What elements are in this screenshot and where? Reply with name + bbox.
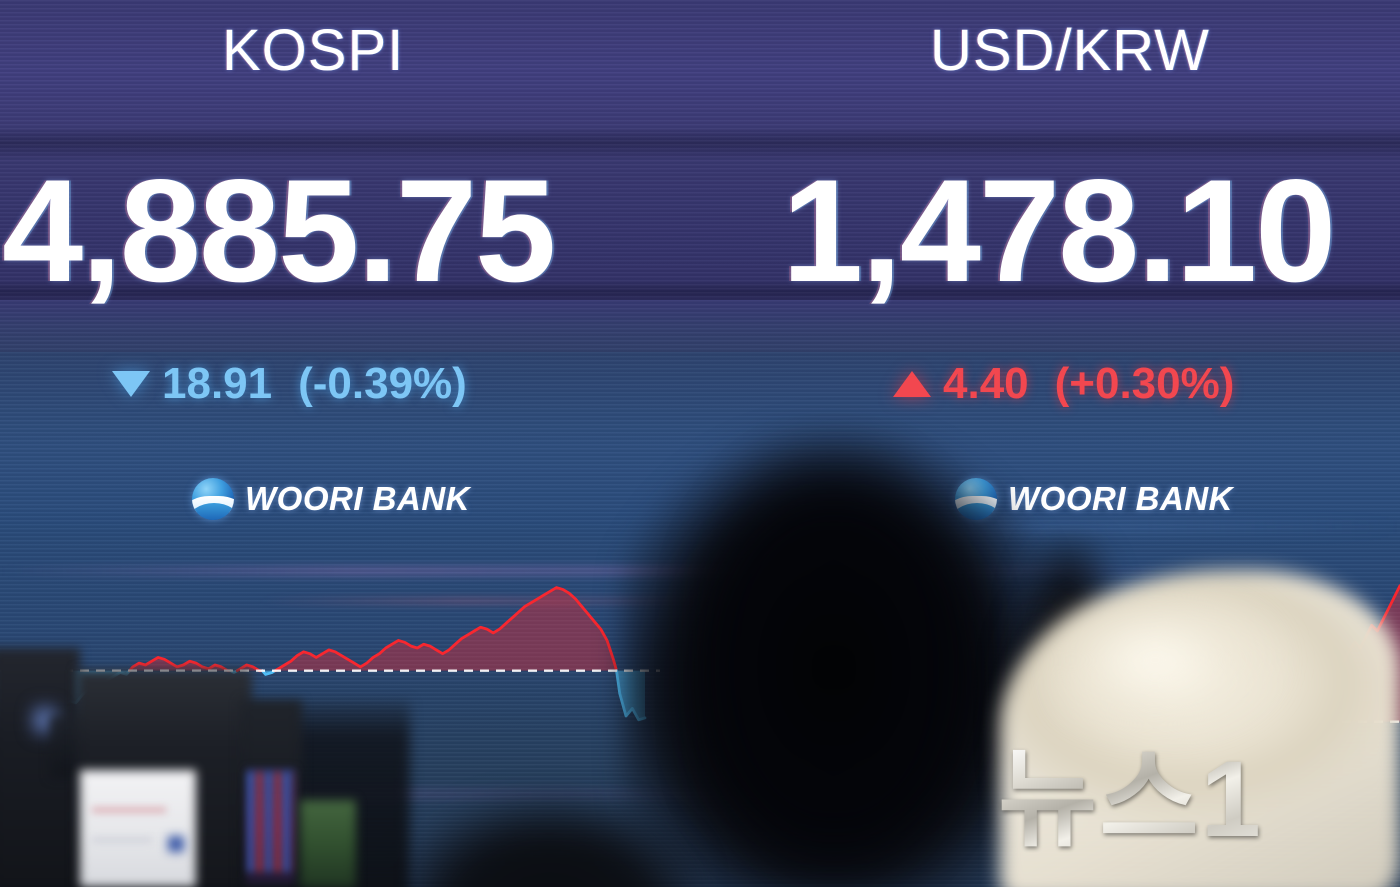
usdkrw-chart-fill-group	[1230, 585, 1400, 728]
desk-monitor-b-marker	[168, 836, 184, 852]
board-background-upper	[0, 0, 1400, 318]
woori-bank-logo-kospi: WOORI BANK	[192, 478, 470, 520]
desk-monitor-b-row-2	[92, 838, 152, 842]
area-above-baseline	[1232, 585, 1400, 722]
desk-monitor-d	[300, 800, 356, 887]
area-above-baseline	[275, 587, 617, 671]
triangle-up-icon	[893, 371, 931, 397]
desk-monitor-b-screen	[80, 770, 196, 887]
desk-monitor-c-bars	[248, 772, 294, 872]
woori-bank-mark-icon	[955, 478, 997, 520]
usdkrw-chart-svg	[1230, 584, 1400, 729]
woori-bank-wordmark: WOORI BANK	[1008, 480, 1233, 517]
kospi-change-row: 18.91 (-0.39%)	[112, 362, 467, 406]
triangle-down-icon	[112, 371, 150, 397]
line-above-baseline	[128, 656, 233, 673]
woori-bank-mark-icon	[192, 478, 234, 520]
usdkrw-title: USD/KRW	[930, 18, 1210, 83]
usdkrw-intraday-chart	[1230, 580, 1400, 750]
line-above-baseline	[273, 586, 618, 673]
kospi-change-amount: 18.91	[162, 359, 273, 408]
usdkrw-value: 1,478.10	[782, 149, 1336, 312]
desk-monitor-b-row-1	[92, 808, 166, 812]
news1-watermark: 뉴스1	[998, 738, 1263, 859]
usdkrw-change-percent: (+0.30%)	[1054, 359, 1235, 408]
kospi-title: KOSPI	[222, 18, 405, 83]
usdkrw-change-row: 4.40 (+0.30%)	[893, 362, 1234, 406]
woori-bank-logo-usdkrw: WOORI BANK	[955, 478, 1233, 520]
kospi-value: 4,885.75	[2, 149, 556, 312]
woori-bank-wordmark: WOORI BANK	[245, 480, 470, 517]
kospi-change-percent: (-0.39%)	[298, 359, 467, 408]
usdkrw-change-amount: 4.40	[943, 359, 1029, 408]
